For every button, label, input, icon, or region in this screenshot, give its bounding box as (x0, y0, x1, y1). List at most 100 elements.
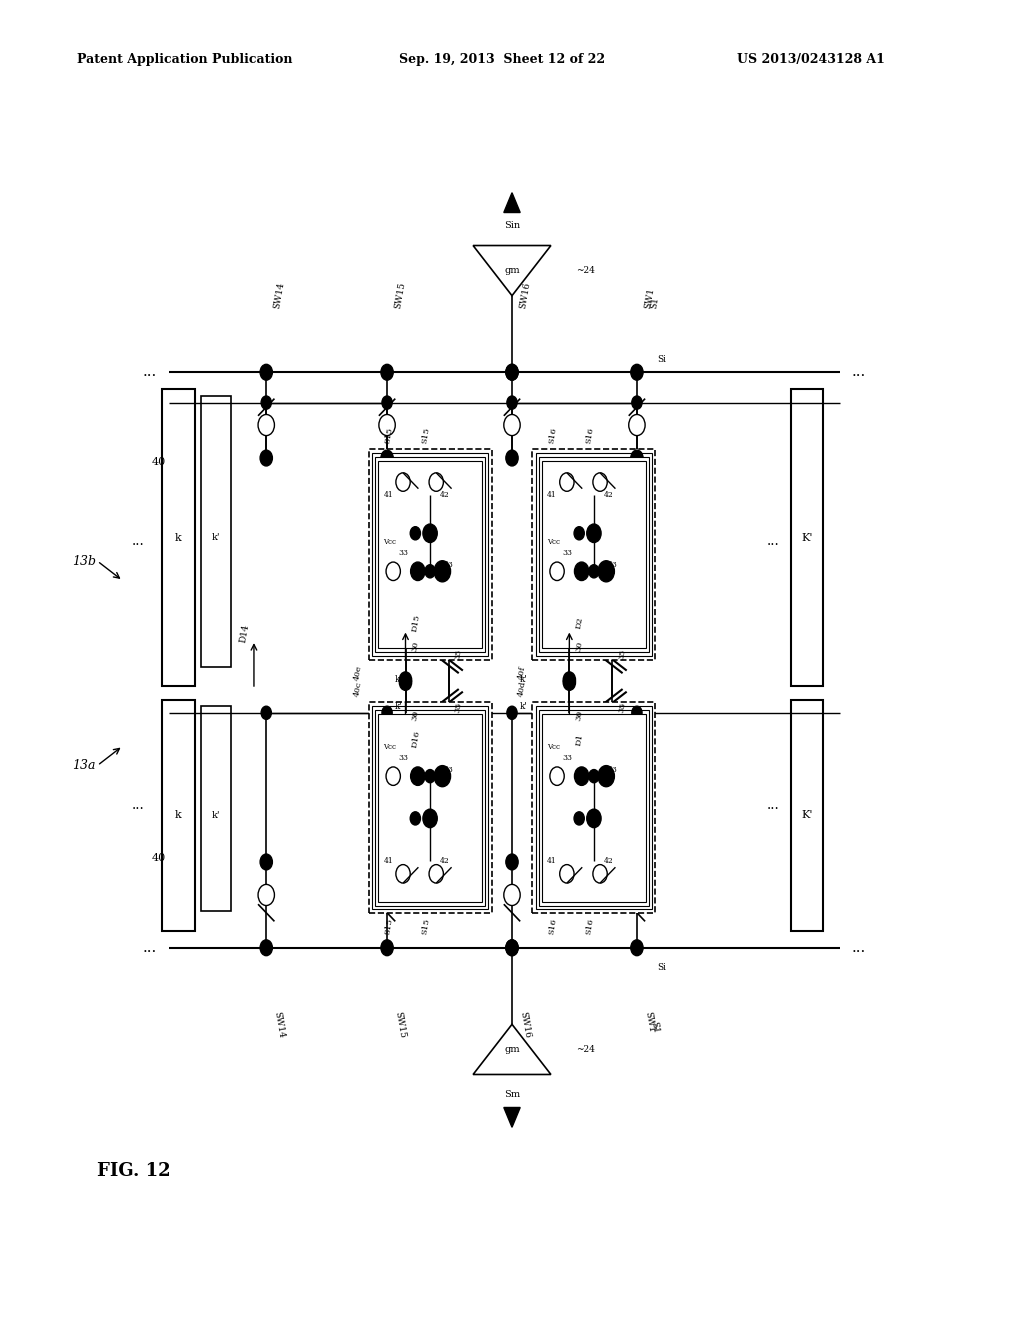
Text: S16: S16 (585, 426, 595, 445)
Text: S15: S15 (420, 917, 431, 936)
Text: 33: 33 (562, 549, 571, 557)
Circle shape (429, 473, 443, 491)
Circle shape (399, 672, 412, 688)
Circle shape (423, 524, 437, 543)
Text: S1: S1 (649, 296, 660, 309)
Circle shape (411, 812, 421, 825)
Circle shape (632, 706, 642, 719)
Circle shape (560, 865, 574, 883)
Text: k: k (175, 533, 181, 543)
Polygon shape (504, 193, 520, 213)
Text: D16: D16 (411, 730, 422, 748)
Circle shape (429, 865, 443, 883)
Circle shape (574, 527, 585, 540)
Circle shape (260, 940, 272, 956)
Text: gm: gm (504, 1045, 520, 1053)
Text: Sep. 19, 2013  Sheet 12 of 22: Sep. 19, 2013 Sheet 12 of 22 (399, 53, 605, 66)
Text: k: k (175, 810, 181, 820)
Circle shape (381, 450, 393, 466)
Text: 33: 33 (398, 549, 408, 557)
Circle shape (506, 940, 518, 956)
Circle shape (382, 706, 392, 719)
Text: 43: 43 (607, 766, 617, 774)
Text: ...: ... (142, 366, 157, 379)
Circle shape (381, 854, 393, 870)
Circle shape (423, 809, 437, 828)
Circle shape (258, 884, 274, 906)
Circle shape (504, 414, 520, 436)
Text: Sin: Sin (504, 220, 520, 230)
Text: 41: 41 (383, 857, 393, 865)
Bar (536, 453, 652, 656)
Text: 40f: 40f (517, 665, 527, 681)
Circle shape (587, 524, 601, 543)
Circle shape (631, 450, 643, 466)
Text: k': k' (212, 533, 220, 543)
Text: 33: 33 (562, 754, 571, 762)
Text: 42: 42 (604, 491, 613, 499)
Text: k': k' (395, 702, 403, 710)
Bar (542, 714, 646, 902)
Circle shape (550, 562, 564, 581)
Circle shape (425, 770, 435, 783)
Text: SW16: SW16 (518, 281, 531, 309)
Text: ~24: ~24 (577, 267, 595, 275)
Text: S16: S16 (548, 917, 558, 936)
Circle shape (260, 450, 272, 466)
Bar (201, 396, 231, 667)
Circle shape (411, 527, 421, 540)
Text: 35: 35 (617, 648, 628, 661)
Circle shape (574, 767, 589, 785)
Text: SW1: SW1 (643, 1011, 655, 1034)
Circle shape (589, 770, 599, 783)
Bar (791, 389, 823, 686)
Circle shape (396, 865, 411, 883)
Text: S15: S15 (420, 426, 431, 445)
Text: K': K' (801, 810, 813, 820)
Bar (162, 389, 195, 686)
Text: SW14: SW14 (272, 1011, 286, 1039)
Text: SW15: SW15 (393, 1011, 407, 1039)
Text: k': k' (520, 676, 528, 684)
Circle shape (631, 854, 643, 870)
Text: D14: D14 (239, 623, 251, 644)
Bar (375, 457, 485, 652)
Bar (201, 706, 231, 911)
Bar (539, 710, 649, 906)
Circle shape (563, 675, 575, 690)
Circle shape (560, 473, 574, 491)
Circle shape (504, 884, 520, 906)
Polygon shape (473, 246, 551, 296)
Text: 40c: 40c (353, 681, 364, 697)
Circle shape (260, 854, 272, 870)
Text: k': k' (520, 702, 528, 710)
Circle shape (574, 562, 589, 581)
Text: 35: 35 (454, 648, 464, 661)
Circle shape (629, 414, 645, 436)
Text: Vcc: Vcc (547, 743, 560, 751)
Circle shape (396, 473, 411, 491)
Bar (539, 457, 649, 652)
Text: Vcc: Vcc (383, 539, 396, 546)
Text: ...: ... (132, 535, 144, 548)
Circle shape (381, 940, 393, 956)
Text: Sm: Sm (504, 1090, 520, 1100)
Text: US 2013/0243128 A1: US 2013/0243128 A1 (737, 53, 885, 66)
Text: 42: 42 (604, 857, 613, 865)
Circle shape (381, 364, 393, 380)
Circle shape (399, 675, 412, 690)
Text: K': K' (801, 533, 813, 543)
Circle shape (411, 562, 425, 581)
Bar (375, 710, 485, 906)
Text: ...: ... (767, 799, 779, 812)
Text: SW1: SW1 (643, 286, 655, 309)
Polygon shape (473, 1024, 551, 1074)
Text: ~24: ~24 (577, 1045, 595, 1053)
Circle shape (258, 414, 274, 436)
Text: 30: 30 (411, 642, 420, 652)
Text: S15: S15 (383, 917, 394, 936)
Bar (372, 453, 488, 656)
Text: 42: 42 (440, 491, 450, 499)
Text: 30: 30 (574, 710, 584, 721)
Text: 40: 40 (152, 457, 166, 467)
